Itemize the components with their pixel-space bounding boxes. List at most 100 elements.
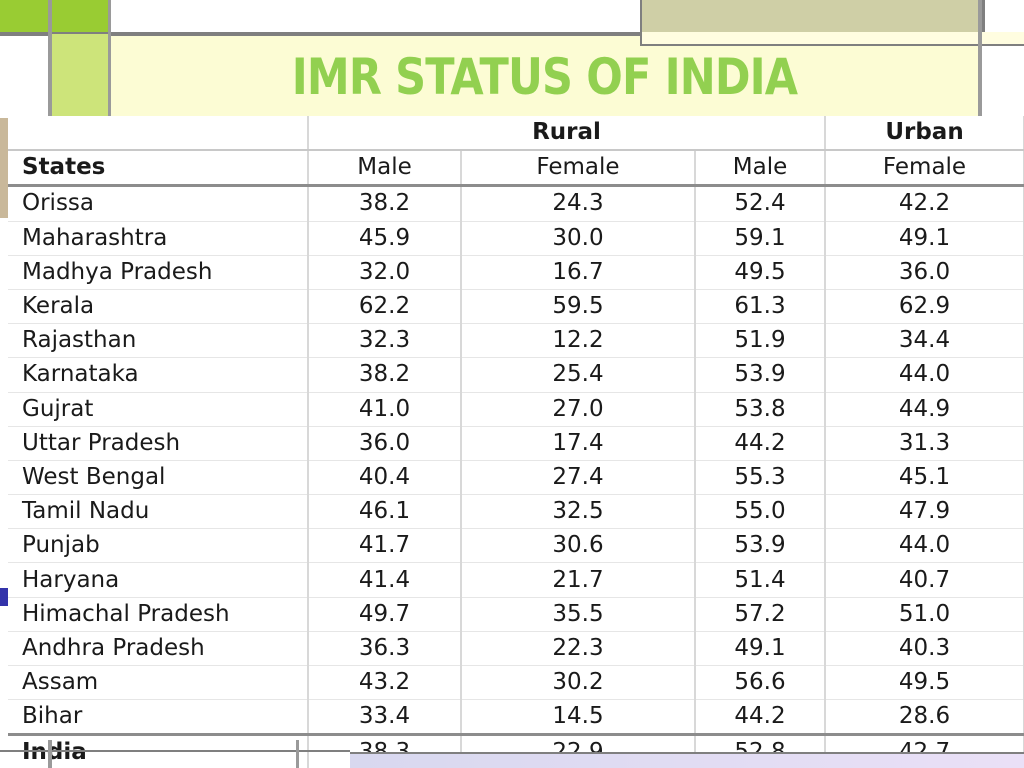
rural-male-value: 40.4 [308, 460, 462, 496]
frame-box-outline [640, 32, 1024, 46]
state-name: Rajasthan [8, 323, 309, 359]
table-row: Andhra Pradesh 36.3 22.3 49.1 40.3 [8, 631, 1024, 667]
rural-male-header: Male [308, 150, 462, 188]
table-row: Maharashtra 45.9 30.0 59.1 49.1 [8, 221, 1024, 256]
urban-male-value: 53.9 [695, 528, 827, 564]
slide-title: IMR STATUS OF INDIA [291, 48, 798, 106]
urban-male-value: 59.1 [695, 221, 827, 256]
table-row: West Bengal 40.4 27.4 55.3 45.1 [8, 460, 1024, 496]
urban-male-value: 56.6 [695, 665, 827, 701]
frame-line [48, 0, 52, 130]
table-row: Kerala 62.2 59.5 61.3 62.9 [8, 289, 1024, 325]
bottom-divider [0, 750, 350, 752]
rural-male-value: 62.2 [308, 289, 462, 325]
table-row: Karnataka 38.2 25.4 53.9 44.0 [8, 357, 1024, 393]
left-accent-strip [0, 118, 8, 218]
rural-female-value: 35.5 [461, 597, 696, 632]
table-row: Haryana 41.4 21.7 51.4 40.7 [8, 562, 1024, 598]
rural-female-value: 27.4 [461, 460, 696, 496]
state-name: Uttar Pradesh [8, 426, 309, 461]
rural-female-value: 30.2 [461, 665, 696, 701]
urban-male-value: 57.2 [695, 597, 827, 632]
urban-male-value: 51.9 [695, 323, 827, 359]
urban-female-value: 49.1 [825, 221, 1024, 256]
state-name: Bihar [8, 699, 309, 736]
urban-male-value: 51.4 [695, 562, 827, 598]
table-row: Rajasthan 32.3 12.2 51.9 34.4 [8, 323, 1024, 359]
table-row: Uttar Pradesh 36.0 17.4 44.2 31.3 [8, 426, 1024, 461]
urban-female-value: 28.6 [825, 699, 1024, 736]
urban-male-value: 61.3 [695, 289, 827, 325]
table-row: Punjab 41.7 30.6 53.9 44.0 [8, 528, 1024, 564]
green-side-block [52, 34, 110, 118]
rural-group-header: Rural [308, 116, 827, 152]
state-name: Karnataka [8, 357, 309, 393]
state-name: Punjab [8, 528, 309, 564]
state-name: Kerala [8, 289, 309, 325]
urban-female-value: 62.9 [825, 289, 1024, 325]
rural-female-value: 25.4 [461, 357, 696, 393]
rural-male-value: 43.2 [308, 665, 462, 701]
rural-female-value: 21.7 [461, 562, 696, 598]
rural-female-value: 16.7 [461, 255, 696, 290]
table-row: Madhya Pradesh 32.0 16.7 49.5 36.0 [8, 255, 1024, 290]
rural-male-value: 49.7 [308, 597, 462, 632]
rural-male-value: 33.4 [308, 699, 462, 736]
urban-female-value: 51.0 [825, 597, 1024, 632]
urban-female-header: Female [825, 150, 1024, 188]
urban-male-value: 55.3 [695, 460, 827, 496]
urban-male-value: 49.5 [695, 255, 827, 290]
rural-male-value: 36.3 [308, 631, 462, 667]
table-body: Orissa 38.2 24.3 52.4 42.2 Maharashtra 45.9 30.… [8, 185, 1024, 736]
rural-male-value: 46.1 [308, 494, 462, 530]
imr-table: Rural Urban States Male Female Male Fema… [8, 116, 1024, 768]
state-name: Maharashtra [8, 221, 309, 256]
rural-female-value: 12.2 [461, 323, 696, 359]
rural-female-header: Female [461, 150, 696, 188]
table-row: Gujrat 41.0 27.0 53.8 44.9 [8, 392, 1024, 427]
bottom-accent-bar [350, 752, 1024, 768]
table-row: Bihar 33.4 14.5 44.2 28.6 [8, 699, 1024, 736]
rural-female-value: 30.0 [461, 221, 696, 256]
urban-male-value: 53.8 [695, 392, 827, 427]
rural-male-value: 32.3 [308, 323, 462, 359]
urban-female-value: 34.4 [825, 323, 1024, 359]
frame-line [48, 740, 52, 768]
state-name: Himachal Pradesh [8, 597, 309, 632]
rural-female-value: 32.5 [461, 494, 696, 530]
rural-female-value: 30.6 [461, 528, 696, 564]
urban-female-value: 31.3 [825, 426, 1024, 461]
urban-female-value: 45.1 [825, 460, 1024, 496]
urban-male-value: 49.1 [695, 631, 827, 667]
table-row: Tamil Nadu 46.1 32.5 55.0 47.9 [8, 494, 1024, 530]
rural-male-value: 32.0 [308, 255, 462, 290]
rural-male-value: 41.7 [308, 528, 462, 564]
urban-male-value: 44.2 [695, 699, 827, 736]
state-name: Gujrat [8, 392, 309, 427]
title-band [111, 36, 978, 118]
table-row: Orissa 38.2 24.3 52.4 42.2 [8, 185, 1024, 222]
group-header-row: Rural Urban [8, 116, 1024, 152]
rural-female-value: 22.3 [461, 631, 696, 667]
green-accent-block [0, 0, 110, 32]
rural-male-value: 38.2 [308, 357, 462, 393]
table-row: Himachal Pradesh 49.7 35.5 57.2 51.0 [8, 597, 1024, 632]
rural-male-value: 41.4 [308, 562, 462, 598]
top-divider [0, 32, 1024, 36]
rural-male-value: 45.9 [308, 221, 462, 256]
state-name: Orissa [8, 185, 309, 222]
state-name: Tamil Nadu [8, 494, 309, 530]
urban-male-value: 55.0 [695, 494, 827, 530]
state-name: Andhra Pradesh [8, 631, 309, 667]
rural-female-value: 17.4 [461, 426, 696, 461]
rural-female-value: 24.3 [461, 185, 696, 222]
state-name: Haryana [8, 562, 309, 598]
urban-male-value: 53.9 [695, 357, 827, 393]
urban-female-value: 49.5 [825, 665, 1024, 701]
urban-male-value: 44.2 [695, 426, 827, 461]
column-header-row: States Male Female Male Female [8, 150, 1024, 188]
left-blue-marker [0, 588, 8, 606]
urban-female-value: 44.0 [825, 357, 1024, 393]
olive-accent-block [640, 0, 985, 32]
